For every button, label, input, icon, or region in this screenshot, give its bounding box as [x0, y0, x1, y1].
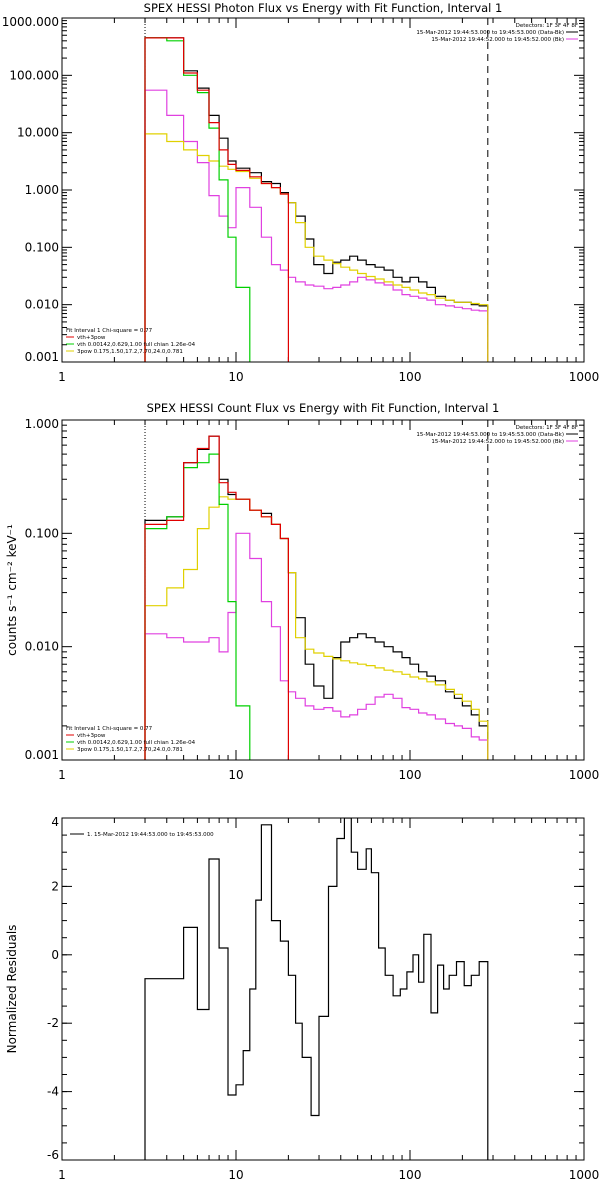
chart-panel-2: SPEX HESSI Count Flux vs Energy with Fit… [5, 401, 599, 782]
x-tick-label: 100 [399, 370, 422, 384]
y-tick-label: -6 [47, 1148, 59, 1162]
y-tick-label: 1.000 [25, 183, 59, 197]
y-tick-label: 0.010 [25, 298, 59, 312]
data-series-group [144, 818, 489, 1160]
y-tick-label: 4 [51, 815, 59, 829]
x-tick-label: 1000 [569, 768, 600, 782]
data-series-group [144, 435, 489, 760]
x-tick-label: 1 [58, 1168, 66, 1182]
series-line-4 [144, 453, 251, 760]
series-line-5 [144, 37, 289, 362]
x-tick-label: 10 [228, 768, 243, 782]
chart-panel-1: SPEX HESSI Photon Flux vs Energy with Fi… [2, 1, 600, 384]
legend-text: 1. 15-Mar-2012 19:44:53.000 to 19:45:53.… [87, 832, 214, 838]
y-tick-label: 1.000 [25, 417, 59, 431]
info-text: Detectors: 1F 3F 4F 8F [516, 23, 578, 29]
series-line-5 [144, 435, 289, 760]
y-tick-label: 10.000 [17, 126, 59, 140]
x-tick-label: 1 [58, 768, 66, 782]
series-line-2 [144, 89, 489, 362]
x-tick-label: 10 [228, 1168, 243, 1182]
plot-frame [61, 17, 585, 363]
fit-legend-text: Fit Interval 1 Chi-square = 0.77 [66, 726, 153, 732]
plot-frame [61, 419, 585, 761]
series-line-4 [144, 37, 251, 362]
fit-legend-text: vth 0.00142,0.629,1.00 full chian 1.26e-… [77, 342, 196, 348]
fit-legend-text: vth+3pow [77, 335, 106, 341]
y-tick-label: 2 [51, 879, 59, 893]
series-line-2 [144, 532, 489, 760]
series-line-1 [144, 818, 489, 1160]
y-tick-label: 0.100 [25, 526, 59, 540]
info-text: 15-Mar-2012 19:44:52.000 to 19:45:52.000… [431, 37, 564, 43]
fit-legend-text: 3pow 0.175,1.50,17.2,7.70,24.0,0.781 [77, 349, 183, 355]
chart-title: SPEX HESSI Count Flux vs Energy with Fit… [147, 401, 500, 415]
y-axis-label: Normalized Residuals [5, 925, 19, 1054]
series-line-1 [144, 37, 489, 362]
y-axis-label: counts s⁻¹ cm⁻² keV⁻¹ [5, 524, 19, 656]
x-tick-label: 1 [58, 370, 66, 384]
info-text: 15-Mar-2012 19:44:53.000 to 19:45:53.000… [416, 30, 564, 36]
y-tick-label: 0.010 [25, 640, 59, 654]
x-tick-label: 10 [228, 370, 243, 384]
series-line-3 [144, 133, 489, 362]
x-tick-label: 1000 [569, 370, 600, 384]
info-text: 15-Mar-2012 19:44:52.000 to 19:45:52.000… [431, 439, 564, 445]
y-tick-label: 0.001 [25, 350, 59, 364]
y-tick-label: 1000.000 [2, 15, 59, 29]
x-tick-label: 100 [399, 768, 422, 782]
fit-legend-text: vth 0.00142,0.629,1.00 full chian 1.26e-… [77, 740, 196, 746]
plot-frame [61, 817, 585, 1161]
y-tick-label: 100.000 [9, 68, 59, 82]
series-line-1 [144, 435, 489, 760]
info-text: Detectors: 1F 3F 4F 8F [516, 425, 578, 431]
y-tick-label: 0 [51, 948, 59, 962]
info-text: 15-Mar-2012 19:44:53.000 to 19:45:53.000… [416, 432, 564, 438]
y-tick-label: 0.100 [25, 240, 59, 254]
fit-legend-text: Fit Interval 1 Chi-square = 0.77 [66, 328, 153, 334]
y-tick-label: -2 [47, 1016, 59, 1030]
series-line-3 [144, 496, 489, 760]
x-tick-label: 100 [399, 1168, 422, 1182]
data-series-group [144, 37, 489, 362]
y-tick-label: 0.001 [25, 748, 59, 762]
x-tick-label: 1000 [569, 1168, 600, 1182]
chart-panel-3: Normalized Residuals 1 10 100 1000 -6 -4 -2 0 2 4 1… [5, 815, 599, 1182]
y-tick-label: -4 [47, 1085, 59, 1099]
fit-legend-text: vth+3pow [77, 733, 106, 739]
chart-title: SPEX HESSI Photon Flux vs Energy with Fi… [144, 1, 503, 15]
fit-legend-text: 3pow 0.175,1.50,17.2,7.70,24.0,0.781 [77, 747, 183, 753]
